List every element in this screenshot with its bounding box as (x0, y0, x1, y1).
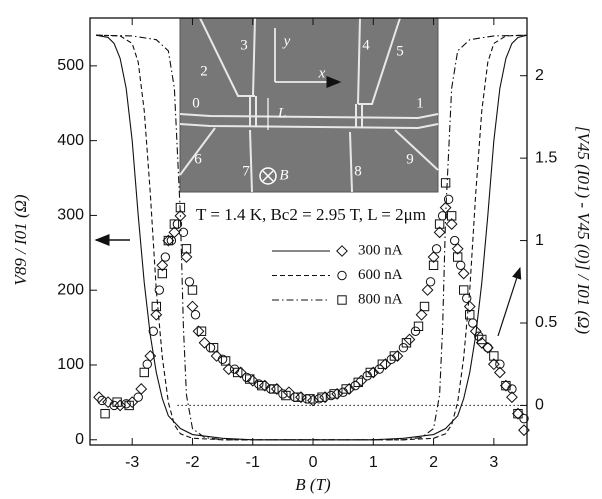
x-tick-label: 2 (429, 454, 438, 471)
y2-axis-label: [V45 (I01) - V45 (0)] / I01 (Ω) (574, 126, 593, 335)
legend-marker (338, 296, 346, 304)
x-tick-label: 0 (309, 454, 318, 471)
y2-tick-label: 0.5 (535, 314, 557, 331)
legend-marker (337, 246, 347, 256)
point (332, 389, 342, 399)
point (363, 372, 371, 380)
legend-label: 300 nA (358, 242, 403, 258)
point (163, 235, 173, 245)
inset-label: 8 (354, 163, 362, 179)
point (267, 385, 275, 393)
point (356, 376, 366, 386)
inset-label: 3 (240, 37, 248, 53)
x-tick-label: -2 (185, 454, 199, 471)
point (404, 334, 414, 344)
y-axis-label: V89 / I01 (Ω) (11, 194, 30, 285)
point (463, 294, 471, 302)
x-tick-label: 1 (369, 454, 378, 471)
annotation: T = 1.4 K, Bc2 = 2.95 T, L = 2μm (196, 205, 426, 224)
point (284, 387, 294, 397)
point (441, 179, 449, 187)
point (197, 327, 205, 335)
point (375, 365, 383, 373)
point (399, 344, 407, 352)
y2-tick-label: 1 (535, 232, 544, 249)
inset-label: B (279, 167, 288, 183)
inset-label: 0 (192, 95, 200, 111)
point (155, 286, 163, 294)
inset-label: 7 (242, 163, 250, 179)
point (411, 327, 419, 335)
inset-label: 1 (416, 95, 424, 111)
point (378, 360, 386, 368)
inset-label: 4 (362, 37, 370, 53)
point (161, 253, 169, 261)
point (484, 344, 492, 352)
point (469, 319, 477, 327)
inset-label: y (282, 33, 291, 49)
inset-label: 9 (406, 151, 414, 167)
inset-label: 6 (194, 151, 202, 167)
legend-label: 800 nA (358, 291, 403, 307)
chart: T = 1.4 K, Bc2 = 2.95 T, L = 2μm B (T) V… (0, 0, 602, 499)
point (414, 322, 422, 330)
x-axis-label: B (T) (295, 475, 331, 494)
x-tick-label: 3 (489, 454, 498, 471)
inset-label: x (318, 65, 326, 81)
x-tick-label: -1 (246, 454, 260, 471)
point (127, 397, 137, 407)
inset-label: 2 (200, 63, 208, 79)
point (402, 339, 410, 347)
point (460, 286, 468, 294)
point (426, 278, 434, 286)
inset-label: L (277, 105, 286, 121)
y2-tick-label: 1.5 (535, 149, 557, 166)
point (185, 278, 193, 286)
point (140, 368, 148, 376)
point (351, 381, 359, 389)
point (230, 365, 238, 373)
point (199, 338, 209, 348)
point (387, 355, 395, 363)
y-tick-label: 100 (57, 356, 84, 373)
point (291, 393, 299, 401)
point (380, 359, 390, 369)
legend-label: 600 nA (358, 267, 403, 283)
y2-tick-label: 2 (535, 67, 544, 84)
inset-label: 5 (396, 43, 404, 59)
y-tick-label: 300 (57, 207, 84, 224)
point (513, 408, 523, 418)
y-tick-label: 400 (57, 132, 84, 149)
y-tick-label: 500 (57, 57, 84, 74)
y-tick-label: 200 (57, 281, 84, 298)
point (450, 236, 458, 244)
point (101, 409, 109, 417)
point (432, 245, 440, 253)
point (110, 401, 118, 409)
point (308, 395, 318, 405)
y2-tick-label: 0 (535, 397, 544, 414)
right-axis-arrow (498, 268, 520, 336)
x-tick-label: -3 (125, 454, 139, 471)
point (134, 393, 142, 401)
point (167, 236, 175, 244)
point (456, 261, 464, 269)
y-tick-label: 0 (75, 431, 84, 448)
legend-marker (338, 271, 346, 279)
point (206, 344, 214, 352)
point (143, 360, 151, 368)
point (191, 311, 199, 319)
point (320, 392, 330, 402)
point (188, 286, 196, 294)
point (193, 326, 203, 336)
